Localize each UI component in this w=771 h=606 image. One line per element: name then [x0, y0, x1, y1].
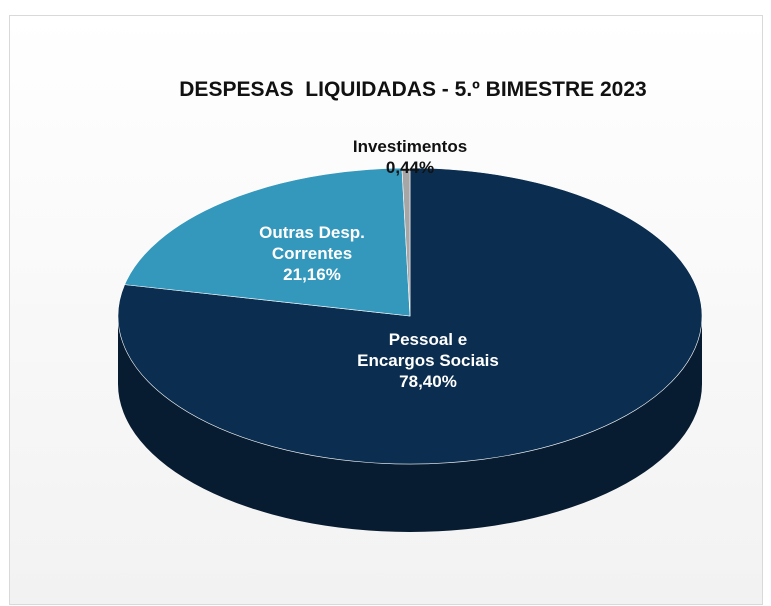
slice-value-label-0: 78,40% [399, 372, 457, 391]
chart-title: DESPESAS LIQUIDADAS - 5.º BIMESTRE 2023 [179, 78, 646, 101]
pie-layer [118, 168, 702, 532]
slice-value-label-1: 21,16% [283, 265, 341, 284]
slice-name-line-0-1: Encargos Sociais [357, 351, 499, 370]
slice-name-line-1-0: Outras Desp. [259, 223, 365, 242]
slice-value-label-2: 0,44% [386, 158, 434, 177]
slice-name-line-2-0: Investimentos [353, 137, 467, 156]
slice-name-line-1-1: Correntes [272, 244, 352, 263]
slice-name-line-0-0: Pessoal e [389, 330, 467, 349]
